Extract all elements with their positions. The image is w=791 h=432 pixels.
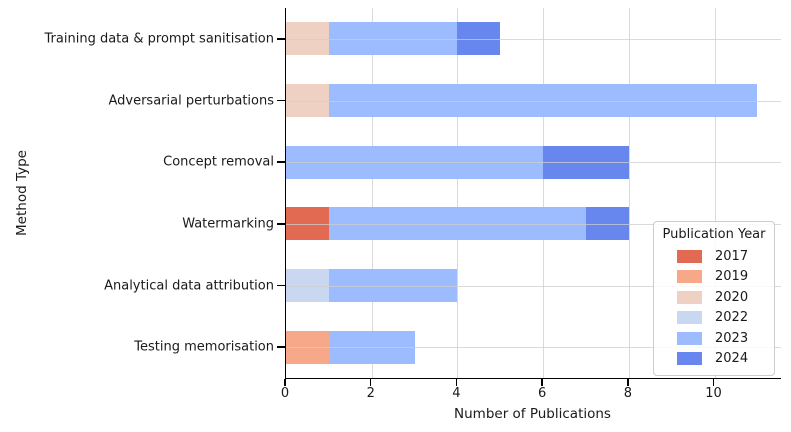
x-tick-label: 6	[538, 386, 547, 401]
y-tick-mark	[277, 223, 285, 225]
y-axis-category-labels: Training data & prompt sanitisation Adver…	[0, 8, 274, 378]
grid-line-horizontal	[286, 162, 781, 164]
legend-entry: 2023	[654, 328, 774, 349]
x-tick-mark	[284, 379, 286, 386]
x-tick-label: 2	[366, 386, 375, 401]
legend-swatch-icon	[677, 290, 702, 304]
grid-line-horizontal	[286, 223, 781, 225]
legend-entry: 2024	[654, 349, 774, 370]
x-tick-mark	[369, 379, 372, 386]
y-tick-label: Analytical data attribution	[104, 278, 274, 293]
grid-line-horizontal	[286, 285, 781, 287]
legend-entries: 2017 2019 2020 2022 2023 2024	[654, 246, 774, 369]
x-tick-label: 10	[705, 386, 722, 401]
grid-line-vertical	[714, 8, 716, 378]
grid-line-horizontal	[286, 38, 781, 40]
x-axis-title: Number of Publications	[454, 406, 611, 422]
x-tick-label: 0	[280, 386, 290, 401]
y-tick-label: Concept removal	[163, 154, 274, 170]
legend-swatch-icon	[677, 311, 702, 325]
x-tick-mark	[712, 379, 715, 386]
grid-line-vertical	[628, 8, 630, 378]
y-tick-label: Watermarking	[182, 216, 274, 232]
y-tick-mark	[277, 161, 285, 163]
y-tick-label: Testing memorisation	[134, 339, 274, 355]
grid-line-vertical	[371, 8, 373, 378]
grid-line-horizontal	[286, 347, 781, 349]
legend-swatch-icon	[677, 331, 702, 345]
y-tick-mark	[277, 99, 285, 102]
y-tick-label: Adversarial perturbations	[108, 93, 274, 108]
legend-title: Publication Year	[662, 227, 766, 242]
legend-label: 2023	[715, 330, 749, 346]
legend-swatch-icon	[677, 249, 702, 263]
legend-entry: 2019	[654, 267, 774, 288]
legend-swatch-icon	[677, 270, 702, 284]
legend-label: 2019	[715, 269, 749, 285]
legend-label: 2024	[715, 351, 749, 367]
legend-entry: 2017	[654, 246, 774, 267]
grid-line-vertical	[457, 8, 459, 378]
legend-entry: 2020	[654, 287, 774, 308]
x-tick-label: 4	[452, 386, 461, 401]
x-tick-label: 8	[623, 386, 632, 401]
legend-label: 2017	[715, 248, 749, 264]
x-tick-mark	[455, 379, 458, 386]
x-tick-mark	[627, 379, 629, 386]
legend-label: 2020	[715, 289, 749, 305]
grid-line-vertical	[543, 8, 545, 378]
legend-entry: 2022	[654, 308, 774, 329]
y-tick-mark	[277, 284, 285, 287]
legend-label: 2022	[715, 310, 749, 326]
legend: Publication Year 2017 2019 2020 2022 2023 202…	[653, 221, 775, 376]
y-tick-mark	[277, 346, 285, 348]
grid-line-horizontal	[286, 100, 781, 102]
y-tick-label: Training data & prompt sanitisation	[44, 31, 274, 47]
plot-area	[285, 8, 781, 379]
y-tick-mark	[277, 38, 285, 40]
legend-swatch-icon	[677, 352, 702, 366]
x-axis-tick-labels: 0 2 4 6 8 10	[281, 386, 780, 404]
x-tick-mark	[541, 379, 543, 386]
